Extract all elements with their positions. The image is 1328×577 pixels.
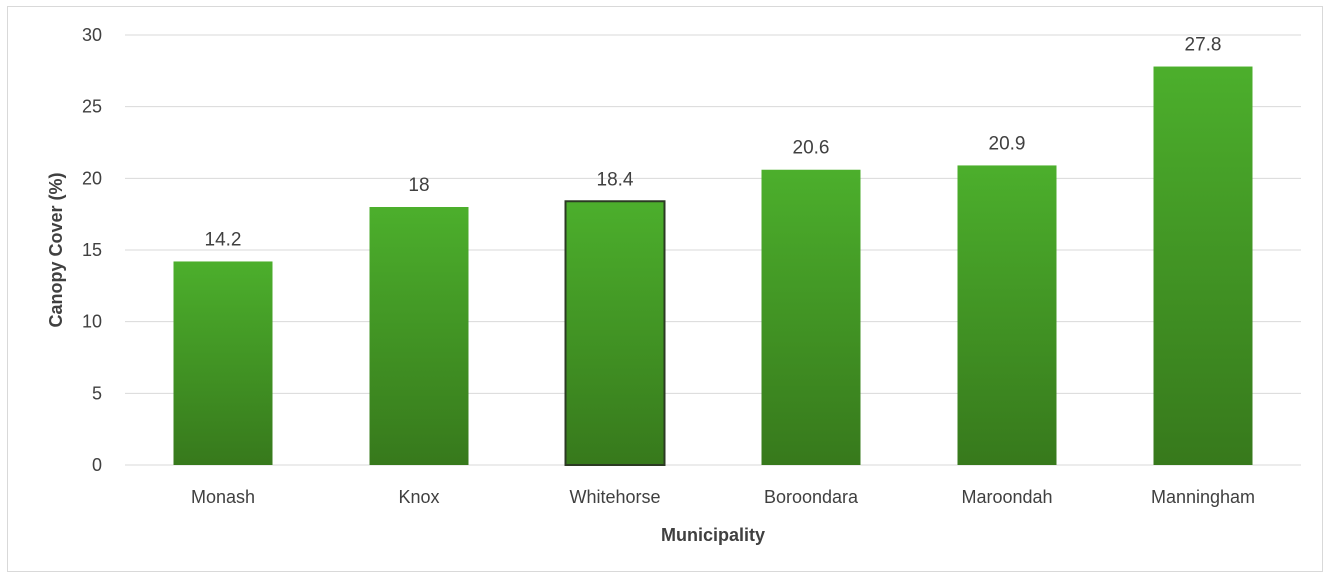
bar-boroondara [761,169,861,465]
bars [173,66,1253,466]
data-label-knox: 18 [408,175,429,196]
bar-manningham [1153,66,1253,466]
x-axis-title: Municipality [661,525,765,545]
bar-whitehorse [564,200,666,466]
bar-monash [173,261,273,465]
gridlines [125,34,1301,466]
bar-knox [369,207,469,465]
data-label-manningham: 27.8 [1185,35,1222,56]
x-tick-label-whitehorse: Whitehorse [569,487,660,507]
y-tick-label: 15 [82,240,102,260]
x-tick-label-maroondah: Maroondah [961,487,1052,507]
y-tick-label: 5 [92,383,102,403]
y-tick-label: 10 [82,312,102,332]
data-label-maroondah: 20.9 [989,133,1026,154]
x-tick-label-boroondara: Boroondara [764,487,859,507]
data-label-whitehorse: 18.4 [597,169,634,190]
x-tick-label-manningham: Manningham [1151,487,1255,507]
y-tick-label: 20 [82,168,102,188]
y-tick-label: 0 [92,455,102,475]
x-axis-ticks: Monash Knox Whitehorse Boroondara Maroondah M… [191,487,1255,507]
x-tick-label-knox: Knox [398,487,439,507]
y-axis-title: Canopy Cover (%) [46,172,66,327]
x-tick-label-monash: Monash [191,487,255,507]
data-label-boroondara: 20.6 [793,138,830,159]
y-axis-ticks: 0 5 10 15 20 25 30 [82,25,102,475]
data-label-monash: 14.2 [205,229,242,250]
data-labels: 14.2 18 18.4 20.6 20.9 27.8 [205,35,1222,251]
bar-maroondah [957,165,1057,465]
y-tick-label: 25 [82,97,102,117]
y-tick-label: 30 [82,25,102,45]
